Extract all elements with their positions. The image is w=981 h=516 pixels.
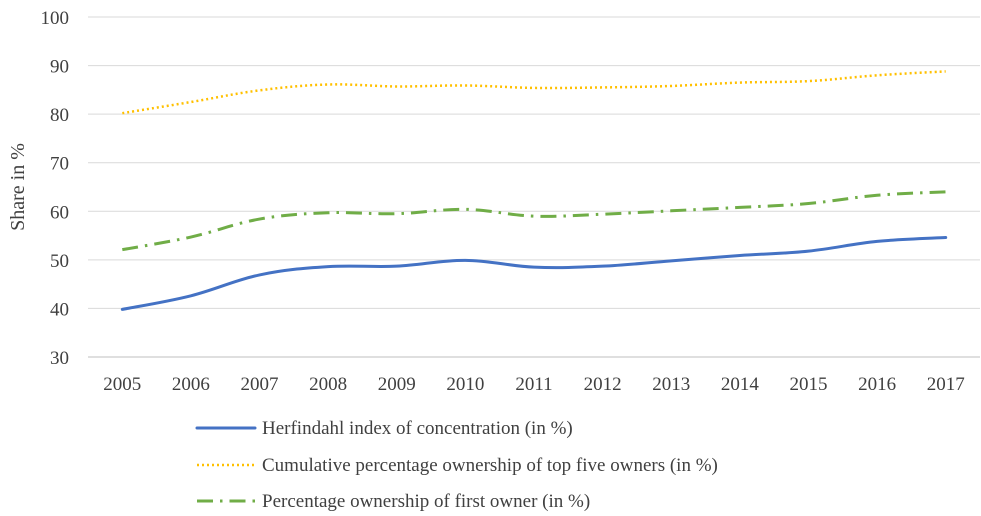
y-tick-label: 80	[50, 105, 69, 126]
x-tick-label: 2009	[378, 374, 416, 395]
legend: Herfindahl index of concentration (in %)…	[195, 418, 718, 512]
x-tick-label: 2008	[309, 374, 347, 395]
y-tick-label: 40	[50, 299, 69, 320]
x-tick-label: 2005	[103, 374, 141, 395]
x-tick-label: 2017	[927, 374, 965, 395]
y-tick-label: 70	[50, 154, 69, 175]
series-line-1	[120, 236, 948, 311]
y-axis-ticks: 30 40 50 60 70 80 90 100	[41, 8, 70, 369]
series-lines	[120, 70, 948, 311]
series-line-3	[122, 190, 946, 252]
gridlines	[88, 16, 980, 309]
y-tick-label: 90	[50, 57, 69, 78]
x-tick-label: 2006	[172, 374, 210, 395]
y-axis-label: Share in %	[7, 143, 29, 231]
series-line-2	[122, 70, 946, 115]
x-tick-label: 2013	[652, 374, 690, 395]
y-tick-label: 50	[50, 251, 69, 272]
x-tick-label: 2016	[858, 374, 896, 395]
legend-label-1: Herfindahl index of concentration (in %)	[262, 418, 573, 439]
x-tick-label: 2011	[515, 374, 552, 395]
legend-label-2: Cumulative percentage ownership of top f…	[262, 455, 718, 476]
y-tick-label: 30	[50, 348, 69, 369]
y-tick-label: 100	[41, 8, 70, 29]
x-tick-label: 2010	[446, 374, 484, 395]
legend-label-3: Percentage ownership of first owner (in …	[262, 491, 590, 512]
x-tick-label: 2012	[584, 374, 622, 395]
x-tick-label: 2007	[241, 374, 279, 395]
x-axis-ticks: 2005 2006 2007 2008 2009 2010 2011 2012 2013 2014…	[103, 374, 964, 395]
y-tick-label: 60	[50, 202, 69, 223]
x-tick-label: 2014	[721, 374, 760, 395]
x-tick-label: 2015	[789, 374, 827, 395]
